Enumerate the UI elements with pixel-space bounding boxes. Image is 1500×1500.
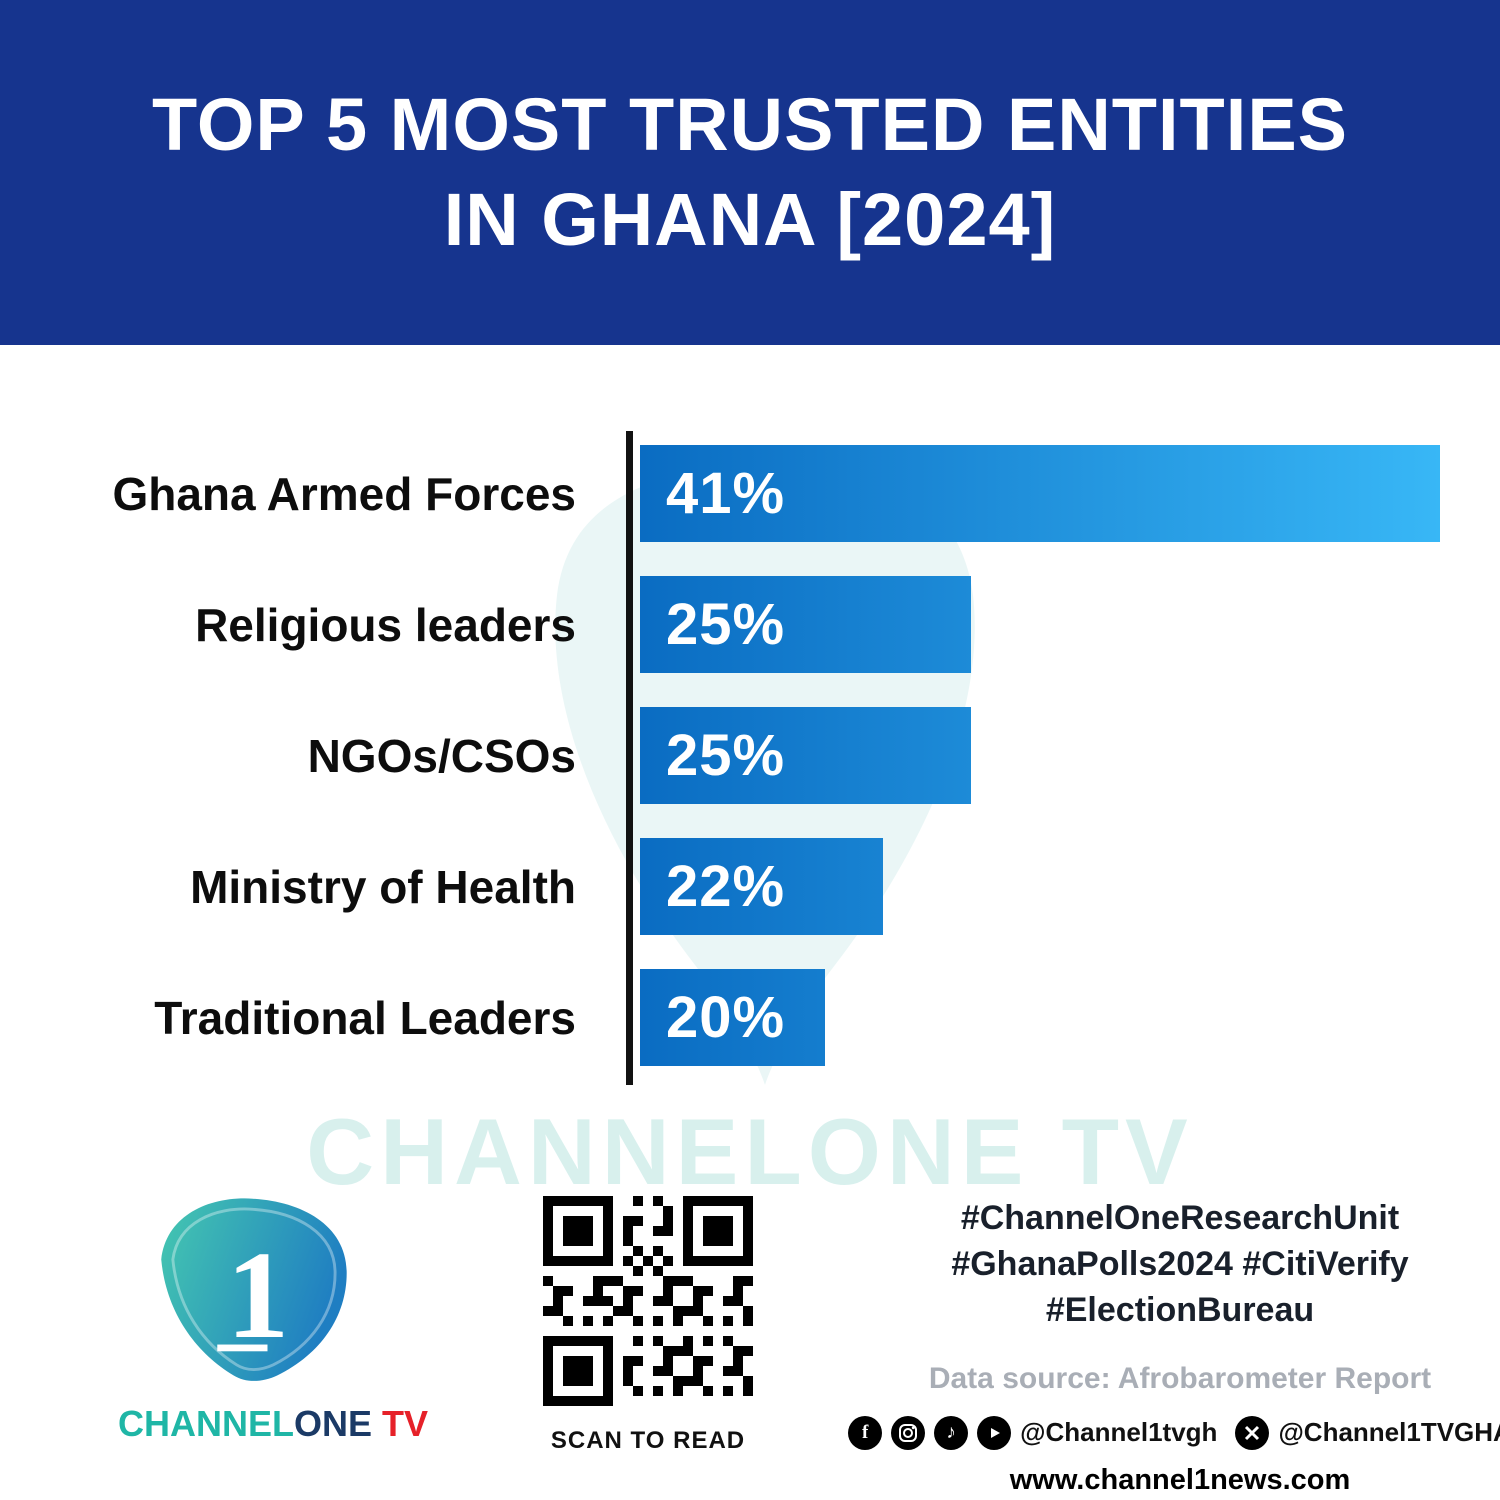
bar-value-label: 20% [666,985,786,1050]
brand-watermark: CHANNELONE TV [306,1099,1194,1204]
bar: 25% [640,576,972,673]
bar-track: 25% [640,576,1440,673]
bar: 22% [640,838,884,935]
hashtag-line-2: #GhanaPolls2024 #CitiVerify [951,1244,1409,1283]
bar-track: 41% [640,445,1440,542]
category-label: Traditional Leaders [154,991,576,1044]
social-row: f ♪ @Channel1tvgh @Channel1TVGHA [848,1415,1500,1450]
header-banner: TOP 5 MOST TRUSTED ENTITIES IN GHANA [20… [0,0,1500,345]
bar-chart: Ghana Armed Forces 41% Religious leaders 25… [0,431,1500,1095]
bar: 41% [640,445,1440,542]
channel-one-logo: 1 [161,1198,347,1381]
youtube-icon [977,1415,1012,1450]
bar: 20% [640,969,825,1066]
tiktok-icon: ♪ [934,1415,969,1450]
bar-value-label: 25% [666,592,786,657]
chart-axis [626,431,633,1085]
category-label: Ghana Armed Forces [112,467,576,520]
data-source: Data source: Afrobarometer Report [928,1361,1432,1395]
bar-row: Religious leaders 25% [0,576,1500,673]
wordmark-tv: TV [372,1403,429,1444]
bar: 25% [640,707,972,804]
bar-track: 25% [640,707,1440,804]
logo-one-glyph: 1 [226,1226,289,1365]
bar-track: 22% [640,838,1440,935]
bar-value-label: 41% [666,461,786,526]
channel-one-logo-block: 1 CHANNELONE TV [118,1190,428,1445]
bar-track: 20% [640,969,1440,1066]
bar-row: Ministry of Health 22% [0,838,1500,935]
page-title-line1: TOP 5 MOST TRUSTED ENTITIES [151,82,1349,166]
social-handle-main: @Channel1tvgh [1020,1417,1218,1448]
category-label: Religious leaders [195,598,576,651]
channel-one-wordmark: CHANNELONE TV [118,1403,428,1445]
bar-row: Ghana Armed Forces 41% [0,445,1500,542]
bar-value-label: 22% [666,854,786,919]
footer-info-block: #ChannelOneResearchUnit #GhanaPolls2024 … [848,1196,1500,1497]
qr-code [543,1196,753,1406]
page-title: TOP 5 MOST TRUSTED ENTITIES IN GHANA [20… [152,78,1348,267]
x-icon [1235,1415,1270,1450]
social-handle-x: @Channel1TVGHA [1278,1417,1500,1448]
hashtag-line-3: #ElectionBureau [1045,1290,1315,1329]
facebook-icon: f [848,1415,883,1450]
qr-caption: SCAN TO READ [550,1427,746,1454]
wordmark-channel: CHANNEL [118,1403,294,1444]
page-title-line2: IN GHANA [2024] [443,177,1057,261]
category-label: Ministry of Health [190,860,576,913]
bar-row: Traditional Leaders 20% [0,969,1500,1066]
hashtag-line-1: #ChannelOneResearchUnit [960,1199,1400,1237]
category-label: NGOs/CSOs [307,729,576,782]
qr-block: SCAN TO READ [540,1196,756,1455]
bar-rows: Ghana Armed Forces 41% Religious leaders 25… [0,445,1500,1066]
wordmark-one: ONE [294,1403,373,1444]
instagram-icon [891,1415,926,1450]
bar-row: NGOs/CSOs 25% [0,707,1500,804]
website-url: www.channel1news.com [1009,1463,1351,1496]
bar-value-label: 25% [666,723,786,788]
